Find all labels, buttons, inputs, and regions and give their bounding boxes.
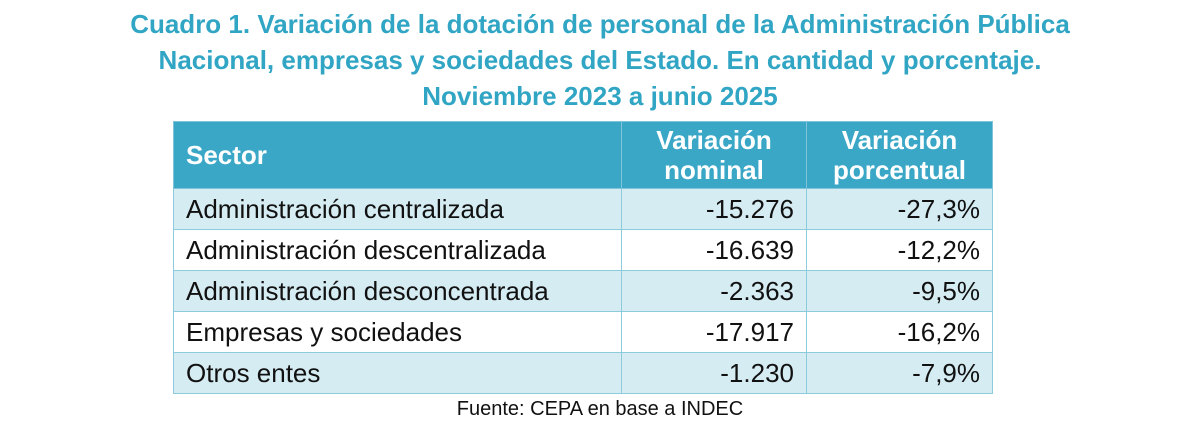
source-note: Fuente: CEPA en base a INDEC (456, 398, 744, 420)
table-row: Administración desconcentrada -2.363 -9,… (173, 270, 993, 312)
cell-percent: -16,2% (806, 311, 993, 353)
table-row: Administración descentralizada -16.639 -… (173, 229, 993, 271)
cell-sector: Administración desconcentrada (173, 270, 622, 312)
table-row: Empresas y sociedades -17.917 -16,2% (173, 311, 993, 353)
column-header-percent: Variación porcentual (806, 121, 993, 189)
cell-percent: -27,3% (806, 188, 993, 230)
cell-percent: -12,2% (806, 229, 993, 271)
personnel-variation-table: Sector Variación nominal Variación porce… (173, 121, 993, 394)
cell-nominal: -16.639 (621, 229, 807, 271)
cell-sector: Administración centralizada (173, 188, 622, 230)
cell-nominal: -2.363 (621, 270, 807, 312)
table-row: Otros entes -1.230 -7,9% (173, 352, 993, 394)
table-title-line-3: Noviembre 2023 a junio 2025 (422, 81, 778, 111)
cell-sector: Administración descentralizada (173, 229, 622, 271)
cell-nominal: -15.276 (621, 188, 807, 230)
cell-nominal: -17.917 (621, 311, 807, 353)
cell-percent: -7,9% (806, 352, 993, 394)
cell-percent: -9,5% (806, 270, 993, 312)
table-title: Cuadro 1. Variación de la dotación de pe… (0, 6, 1200, 114)
table-header-row: Sector Variación nominal Variación porce… (173, 121, 993, 189)
cell-nominal: -1.230 (621, 352, 807, 394)
column-header-nominal: Variación nominal (621, 121, 807, 189)
table-title-line-1: Cuadro 1. Variación de la dotación de pe… (130, 9, 1070, 39)
column-header-sector: Sector (173, 121, 622, 189)
cell-sector: Otros entes (173, 352, 622, 394)
cell-sector: Empresas y sociedades (173, 311, 622, 353)
table-title-line-2: Nacional, empresas y sociedades del Esta… (158, 45, 1042, 75)
table-row: Administración centralizada -15.276 -27,… (173, 188, 993, 230)
